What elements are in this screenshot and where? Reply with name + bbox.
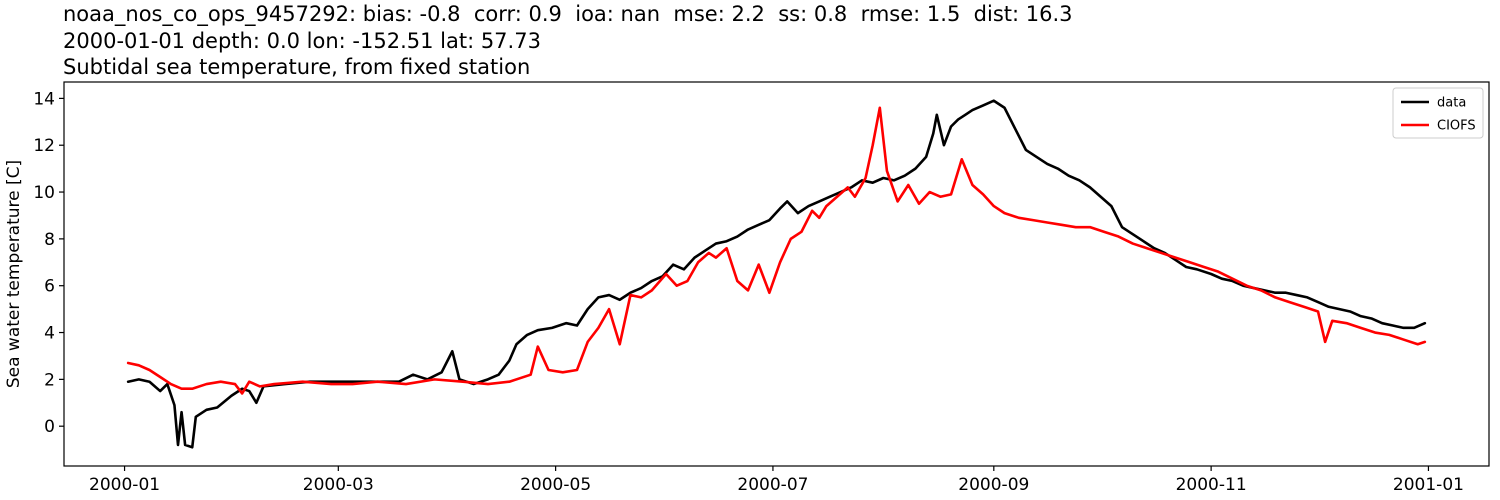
legend: data CIOFS xyxy=(1392,87,1484,139)
x-tick-label: 2000-05 xyxy=(520,475,591,495)
x-tick-label: 2000-07 xyxy=(737,475,808,495)
y-tick-label: 12 xyxy=(33,136,55,156)
y-tick-label: 10 xyxy=(33,183,55,203)
y-tick-label: 14 xyxy=(33,89,55,109)
title-location: 2000-01-01 depth: 0.0 lon: -152.51 lat: … xyxy=(63,28,541,53)
x-tick-label: 2000-09 xyxy=(958,475,1029,495)
series-line-ciofs xyxy=(126,106,1427,395)
y-tick-label: 2 xyxy=(44,370,55,390)
x-tick-label: 2000-03 xyxy=(303,475,374,495)
chart-title: noaa_nos_co_ops_9457292: bias: -0.8 corr… xyxy=(63,1,1073,81)
x-tick-label: 2001-01 xyxy=(1393,475,1464,495)
title-description: Subtidal sea temperature, from fixed sta… xyxy=(63,55,531,79)
y-axis: 0 2 4 6 8 10 12 14 xyxy=(33,89,64,437)
x-axis: 2000-01 2000-03 2000-05 2000-07 2000-09 2000-… xyxy=(89,466,1464,495)
y-axis-label: Sea water temperature [C] xyxy=(4,160,24,388)
legend-label-ciofs: CIOFS xyxy=(1437,119,1476,134)
x-tick-label: 2000-11 xyxy=(1176,475,1247,495)
y-tick-label: 8 xyxy=(44,230,55,250)
x-tick-label: 2000-01 xyxy=(89,475,160,495)
plot-frame xyxy=(63,81,1490,467)
y-tick-label: 6 xyxy=(44,277,55,297)
y-tick-label: 0 xyxy=(44,417,55,437)
series-lines xyxy=(126,99,1427,449)
series-line-data xyxy=(126,99,1427,449)
title-metrics: noaa_nos_co_ops_9457292: bias: -0.8 corr… xyxy=(63,2,1073,26)
y-tick-label: 4 xyxy=(44,324,55,344)
legend-label-data: data xyxy=(1437,96,1466,111)
